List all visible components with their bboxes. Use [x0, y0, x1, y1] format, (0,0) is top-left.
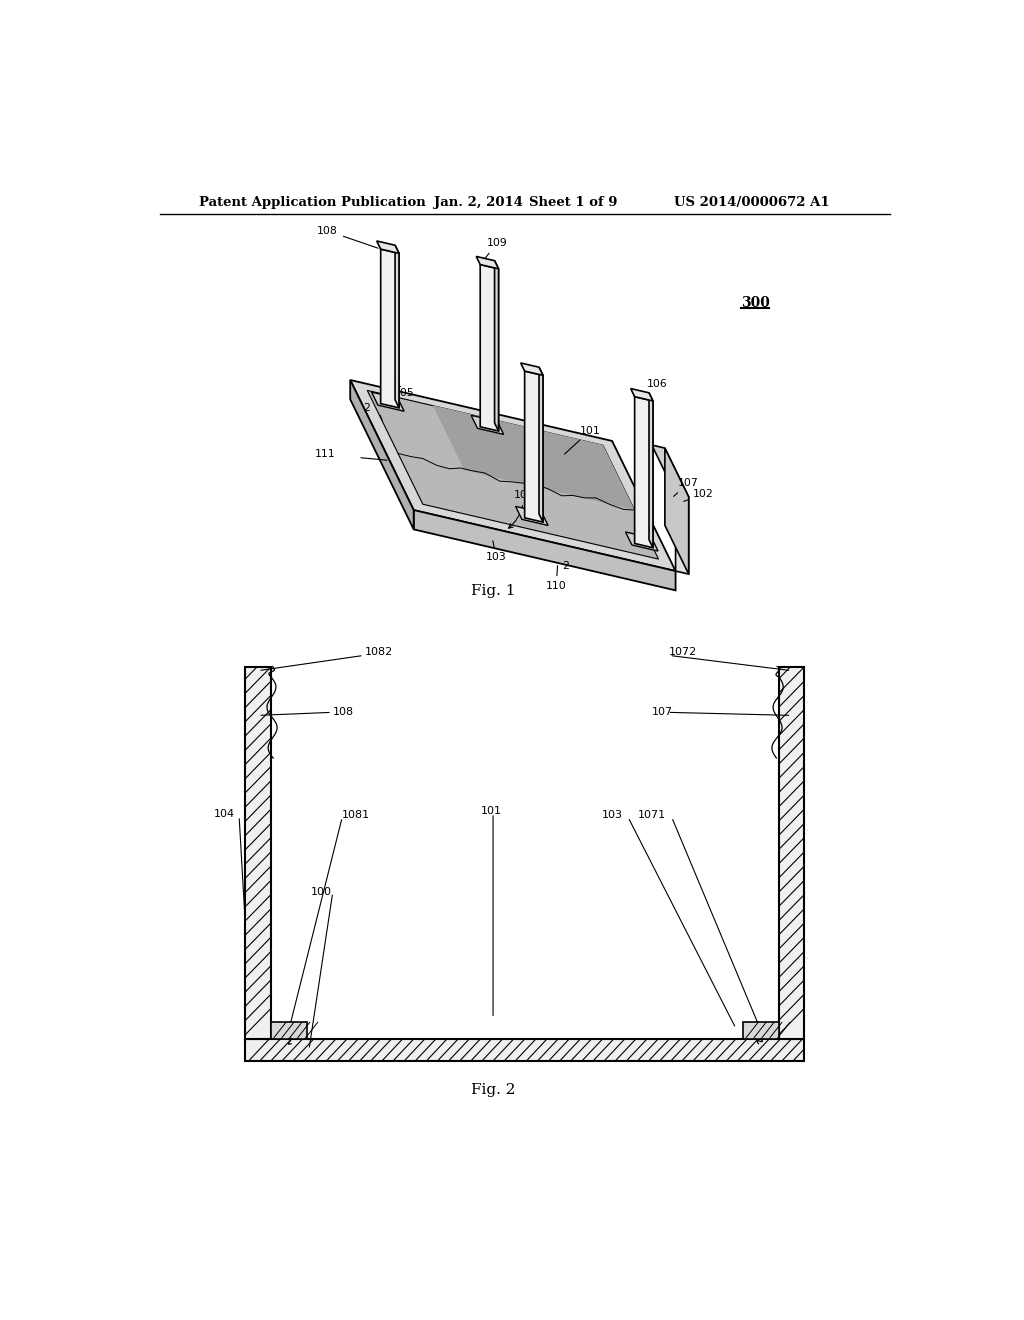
Text: 1072: 1072 [670, 647, 697, 657]
Text: 110: 110 [546, 565, 566, 591]
Polygon shape [414, 510, 676, 590]
Polygon shape [665, 447, 689, 574]
Text: 1081: 1081 [342, 810, 371, 820]
Polygon shape [395, 246, 399, 408]
Text: 108: 108 [333, 708, 354, 717]
Polygon shape [635, 397, 653, 548]
Text: US 2014/0000672 A1: US 2014/0000672 A1 [674, 195, 829, 209]
Text: 102: 102 [684, 490, 714, 502]
Bar [743, 1022, 778, 1039]
Bar [246, 667, 270, 1039]
Polygon shape [649, 393, 653, 548]
Polygon shape [471, 416, 504, 434]
Text: 107: 107 [674, 478, 698, 496]
Text: 101: 101 [564, 425, 601, 454]
Polygon shape [368, 391, 658, 560]
Text: 107: 107 [652, 708, 673, 717]
Text: 104: 104 [214, 809, 234, 818]
Text: 2: 2 [364, 403, 371, 413]
Polygon shape [372, 392, 404, 412]
Text: Jan. 2, 2014: Jan. 2, 2014 [433, 195, 522, 209]
Text: 100: 100 [509, 490, 535, 528]
Polygon shape [515, 507, 548, 525]
Polygon shape [524, 371, 543, 523]
Polygon shape [626, 532, 658, 550]
Polygon shape [651, 445, 689, 496]
Polygon shape [480, 264, 499, 432]
Polygon shape [539, 367, 543, 523]
Text: 106: 106 [637, 379, 668, 395]
Text: 109: 109 [482, 238, 507, 263]
Bar [246, 1039, 804, 1061]
Polygon shape [520, 363, 543, 375]
Bar [778, 667, 804, 1039]
Polygon shape [350, 380, 414, 529]
Polygon shape [350, 380, 676, 572]
Text: Sheet 1 of 9: Sheet 1 of 9 [528, 195, 617, 209]
Text: 103: 103 [602, 810, 623, 820]
Bar [270, 1022, 306, 1039]
Polygon shape [631, 388, 653, 401]
Text: Fig. 2: Fig. 2 [471, 1084, 515, 1097]
Text: Patent Application Publication: Patent Application Publication [200, 195, 426, 209]
Text: 1082: 1082 [365, 647, 393, 657]
Text: 101: 101 [481, 807, 502, 816]
Text: 100: 100 [310, 887, 332, 898]
Polygon shape [476, 256, 499, 269]
Text: 2: 2 [562, 561, 568, 570]
Text: 108: 108 [317, 226, 378, 248]
Text: 1071: 1071 [638, 810, 667, 820]
Polygon shape [377, 242, 399, 253]
Polygon shape [495, 260, 499, 432]
Polygon shape [676, 494, 689, 574]
Text: 103: 103 [486, 541, 507, 562]
Polygon shape [433, 405, 635, 510]
Text: Fig. 1: Fig. 1 [471, 585, 515, 598]
Text: 111: 111 [314, 450, 335, 459]
Text: 104: 104 [377, 381, 402, 401]
Text: 105: 105 [394, 388, 415, 405]
Text: 300: 300 [740, 296, 769, 310]
Polygon shape [381, 249, 399, 408]
